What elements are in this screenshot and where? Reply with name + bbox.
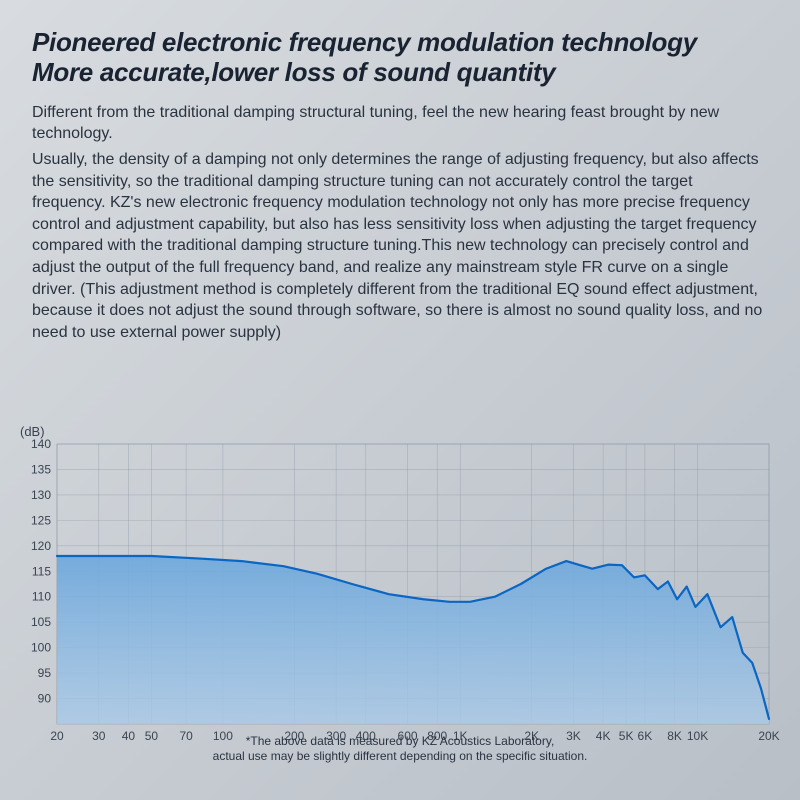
svg-text:130: 130 (31, 488, 51, 502)
svg-text:135: 135 (31, 462, 51, 476)
headline-line1: Pioneered electronic frequency modulatio… (32, 27, 697, 57)
frequency-response-chart: (dB) 90951001051101151201251301351402030… (20, 438, 780, 768)
svg-text:100: 100 (31, 641, 51, 655)
headline: Pioneered electronic frequency modulatio… (32, 28, 768, 88)
footnote-line1: *The above data is measured by KZ Acoust… (246, 734, 555, 748)
svg-text:125: 125 (31, 513, 51, 527)
paragraph-1: Different from the traditional damping s… (32, 102, 768, 145)
chart-footnote: *The above data is measured by KZ Acoust… (20, 734, 780, 764)
svg-text:110: 110 (32, 590, 51, 604)
svg-text:105: 105 (31, 615, 51, 629)
chart-svg: 9095100105110115120125130135140203040507… (20, 438, 780, 768)
svg-text:120: 120 (31, 539, 51, 553)
svg-text:140: 140 (31, 438, 51, 451)
headline-line2: More accurate,lower loss of sound quanti… (32, 57, 555, 87)
svg-text:115: 115 (32, 564, 51, 578)
svg-text:90: 90 (38, 692, 52, 706)
paragraph-2: Usually, the density of a damping not on… (32, 149, 768, 343)
y-axis-unit: (dB) (20, 424, 45, 439)
footnote-line2: actual use may be slightly different dep… (213, 749, 588, 763)
svg-text:95: 95 (38, 666, 52, 680)
